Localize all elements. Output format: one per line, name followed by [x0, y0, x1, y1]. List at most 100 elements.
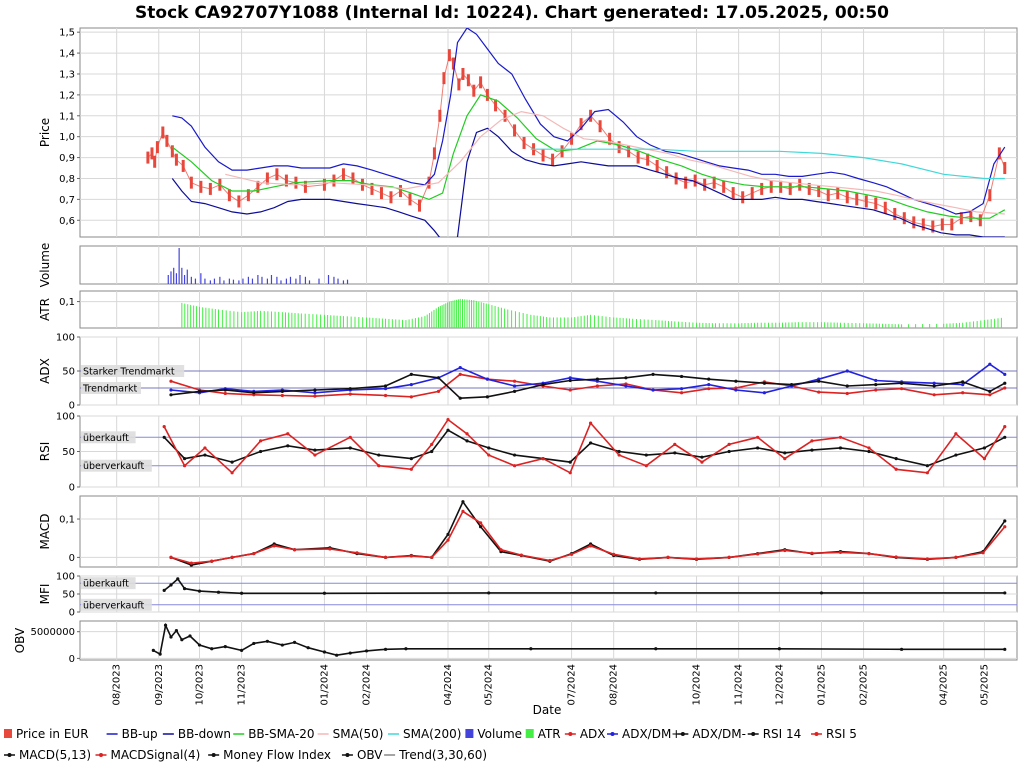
price-candle: [570, 132, 574, 145]
adx-point: [541, 383, 545, 387]
adx-point: [197, 389, 202, 393]
rsi-point: [954, 432, 958, 436]
adx-ytick-label: 50: [62, 367, 75, 378]
price-candle: [760, 182, 764, 195]
macd-point: [430, 555, 434, 560]
price-candle: [303, 180, 307, 193]
mfi-point: [1003, 591, 1007, 595]
rsi-point: [182, 457, 187, 461]
price-candle: [940, 218, 944, 231]
macd-point: [230, 555, 234, 560]
legend-label: SMA(200): [403, 727, 461, 741]
price-candle: [153, 155, 157, 168]
price-candle: [579, 118, 583, 131]
legend-item: Trend(3,30,60): [384, 748, 487, 762]
legend-swatch-dot: [680, 732, 685, 736]
price-candle: [146, 151, 150, 164]
price-ytick-label: 1,3: [59, 69, 75, 80]
macd-point: [666, 555, 670, 560]
price-candle: [466, 74, 470, 87]
x-tick-label: 05/2024: [484, 664, 495, 706]
atr-plot-area: [79, 290, 1018, 329]
x-tick-label: 01/2024: [319, 664, 330, 706]
x-tick-label: 04/2024: [443, 664, 454, 706]
price-candle: [684, 176, 688, 189]
obv-point: [335, 653, 339, 657]
obv-point: [322, 650, 327, 654]
rsi-point: [783, 457, 787, 461]
adx-point: [679, 387, 684, 391]
x-tick-label: 11/2023: [237, 664, 248, 706]
adx-point: [409, 383, 413, 387]
rsi-point: [512, 453, 517, 457]
obv-point: [169, 635, 173, 639]
adx-zone-label: Starker Trendmarkt: [83, 367, 175, 378]
adx-point: [568, 378, 572, 383]
adx-point: [961, 383, 965, 387]
price-series-bb-down: [171, 127, 1005, 237]
x-tick-label: 07/2024: [567, 664, 578, 706]
legend-swatch-dot: [568, 732, 573, 736]
price-candle: [494, 99, 498, 112]
rsi-zone-label: überkauft: [83, 433, 129, 444]
price-candle: [674, 172, 678, 185]
rsi-point: [541, 457, 545, 461]
rsi-point: [810, 439, 814, 443]
adx-point: [932, 381, 936, 385]
rsi-ytick-label: 0: [69, 483, 75, 494]
macd-point: [756, 552, 760, 556]
rsi-ytick-label: 100: [56, 412, 75, 423]
rsi-point: [512, 464, 517, 468]
price-candle: [438, 109, 442, 122]
legend-swatch-dot: [751, 732, 756, 736]
legend-label: SMA(50): [333, 727, 384, 741]
price-candle: [389, 191, 393, 204]
adx-point: [436, 376, 441, 380]
macd-ytick-label: 0: [69, 553, 75, 564]
price-ytick-label: 0,8: [59, 174, 75, 185]
adx-point: [817, 390, 821, 394]
adx-point: [651, 388, 655, 392]
obv-y-label: OBV: [13, 627, 27, 653]
adx-point: [762, 381, 767, 385]
macd-point: [328, 547, 332, 551]
adx-point: [595, 384, 599, 388]
rsi-point: [446, 428, 450, 432]
rsi-point: [867, 446, 871, 450]
legend-swatch-dot: [211, 753, 216, 757]
adx-point: [762, 391, 767, 395]
price-candle: [883, 201, 887, 214]
macd-point: [569, 552, 574, 556]
rsi-point: [430, 449, 434, 454]
price-candle: [447, 49, 451, 62]
macd-point: [210, 559, 214, 563]
legend-item: SMA(50): [317, 727, 384, 741]
rsi-point: [1003, 425, 1007, 429]
price-candle: [427, 176, 431, 189]
legend-label: Price in EUR: [16, 727, 89, 741]
rsi-zone-label: überverkauft: [83, 461, 145, 472]
macd-point: [446, 538, 450, 542]
price-candle: [322, 178, 326, 191]
macd-point: [479, 525, 483, 529]
rsi-point: [259, 449, 263, 454]
obv-point: [306, 646, 310, 650]
legend-item: RSI 5: [811, 727, 857, 741]
adx-point: [651, 372, 655, 376]
macd-point: [867, 551, 871, 556]
adx-point: [409, 372, 413, 376]
rsi-ytick-label: 50: [62, 447, 75, 458]
x-tick-label: 12/2024: [774, 664, 785, 706]
rsi-point: [487, 453, 491, 457]
mfi-ytick-label: 100: [56, 572, 75, 583]
adx-point: [988, 393, 992, 397]
rsi-point: [673, 451, 677, 455]
rsi-point: [617, 453, 621, 457]
mfi-zone-label: überkauft: [83, 579, 129, 590]
macd-point: [637, 557, 642, 561]
price-candle: [284, 174, 288, 187]
obv-point: [280, 643, 284, 647]
adx-point: [485, 377, 489, 381]
x-tick-label: 10/2024: [692, 664, 703, 706]
macd-point: [894, 555, 898, 559]
